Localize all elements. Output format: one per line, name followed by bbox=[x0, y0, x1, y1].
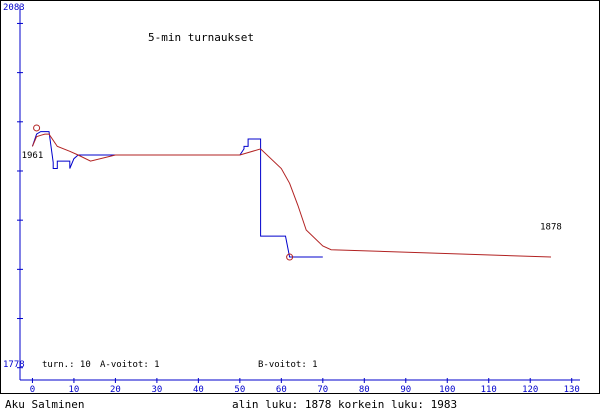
series-layer bbox=[31, 131, 552, 258]
x-tick-label: 80 bbox=[359, 385, 370, 395]
tournament-count: turn.: 10 bbox=[42, 360, 91, 370]
a-wins: A-voitot: 1 bbox=[100, 360, 160, 370]
x-tick-label: 30 bbox=[151, 385, 162, 395]
x-tick-label: 60 bbox=[276, 385, 287, 395]
annotation-label: 1961 bbox=[22, 151, 44, 161]
chart-title: 5-min turnaukset bbox=[148, 31, 254, 44]
y-bottom-label: 1778 bbox=[3, 360, 25, 370]
x-tick-label: 90 bbox=[400, 385, 411, 395]
marker-layer bbox=[33, 124, 294, 261]
x-tick-label: 50 bbox=[234, 385, 245, 395]
x-tick-label: 120 bbox=[522, 385, 538, 395]
rating-range: alin luku: 1878 korkein luku: 1983 bbox=[232, 398, 457, 411]
x-tick-label: 70 bbox=[317, 385, 328, 395]
x-tick-label: 100 bbox=[439, 385, 455, 395]
x-tick-label: 20 bbox=[110, 385, 121, 395]
x-tick-label: 0 bbox=[30, 385, 35, 395]
b-wins: B-voitot: 1 bbox=[258, 360, 318, 370]
y-top-label: 2083 bbox=[3, 3, 25, 13]
x-tick-label: 10 bbox=[69, 385, 80, 395]
annotation-layer: 1961 1878 bbox=[22, 151, 562, 232]
x-tick-label: 40 bbox=[193, 385, 204, 395]
x-tick-labels: 0 10 20 30 40 50 60 70 80 90 100 110 120 130 bbox=[30, 385, 580, 395]
annotation-label: 1878 bbox=[540, 222, 562, 232]
player-name: Aku Salminen bbox=[5, 398, 84, 411]
x-tick-label: 110 bbox=[481, 385, 497, 395]
series-line-blue bbox=[31, 131, 323, 258]
chart-frame bbox=[0, 0, 600, 394]
min-marker bbox=[286, 253, 294, 261]
series-line-red bbox=[31, 133, 552, 258]
max-marker bbox=[33, 124, 41, 132]
x-tick-label: 130 bbox=[564, 385, 580, 395]
